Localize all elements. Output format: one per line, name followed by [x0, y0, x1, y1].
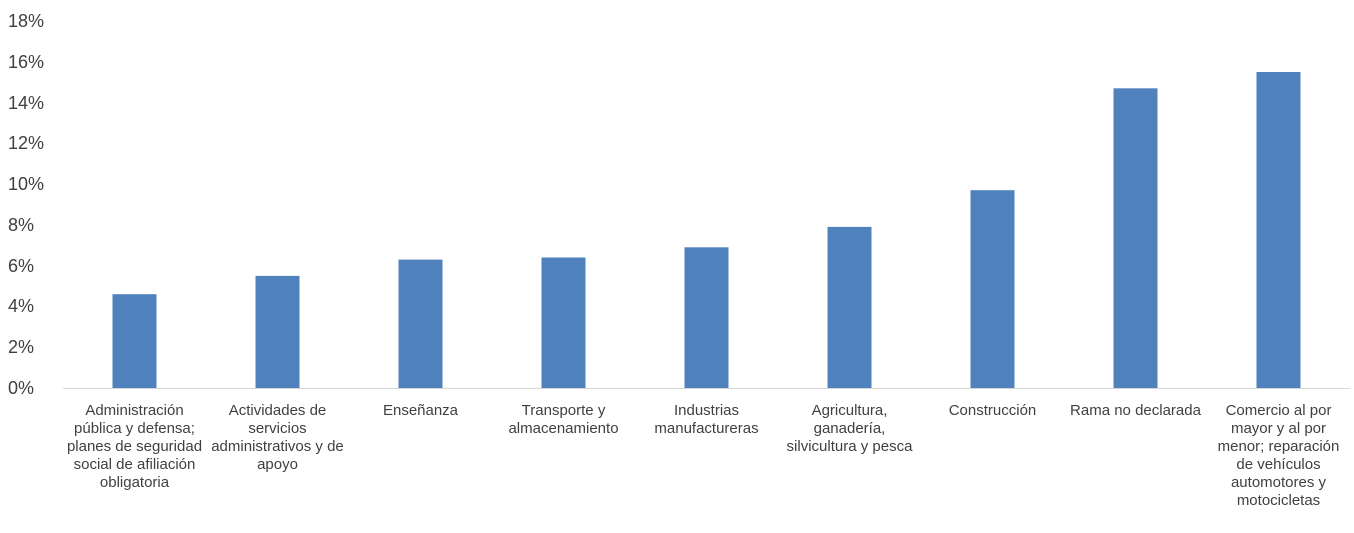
y-tick-label: 4% — [8, 296, 35, 317]
bar — [398, 259, 443, 388]
y-tick-label: 10% — [8, 174, 45, 195]
x-category-label: Agricultura, ganadería, silvicultura y p… — [786, 402, 913, 455]
y-tick-label: 18% — [8, 11, 45, 31]
y-tick-label: 16% — [8, 51, 45, 72]
x-category-label: Rama no declarada — [1070, 402, 1201, 419]
x-category-label: Industrias manufactureras — [654, 402, 759, 437]
bar — [684, 247, 729, 388]
x-category-label: Enseñanza — [382, 402, 459, 419]
y-tick-label: 2% — [8, 337, 35, 358]
bar — [541, 257, 586, 388]
bar — [970, 190, 1015, 388]
x-category-label: Transporte y almacenamiento — [508, 402, 619, 437]
bar — [255, 275, 300, 388]
bar — [827, 226, 872, 388]
y-tick-label: 12% — [8, 133, 45, 154]
y-tick-label: 6% — [8, 255, 35, 276]
bar — [1113, 88, 1158, 389]
y-tick-label: 8% — [8, 214, 35, 235]
y-tick-label: 14% — [8, 92, 45, 113]
bar — [112, 294, 157, 388]
x-category-label: Administración pública y defensa; planes… — [66, 402, 203, 491]
y-tick-label: 0% — [8, 378, 35, 398]
x-category-label: Construcción — [948, 402, 1037, 419]
x-category-label: Comercio al por mayor y al por menor; re… — [1217, 402, 1340, 509]
bar — [1256, 72, 1301, 388]
x-category-label: Actividades de servicios administrativos… — [211, 402, 344, 473]
